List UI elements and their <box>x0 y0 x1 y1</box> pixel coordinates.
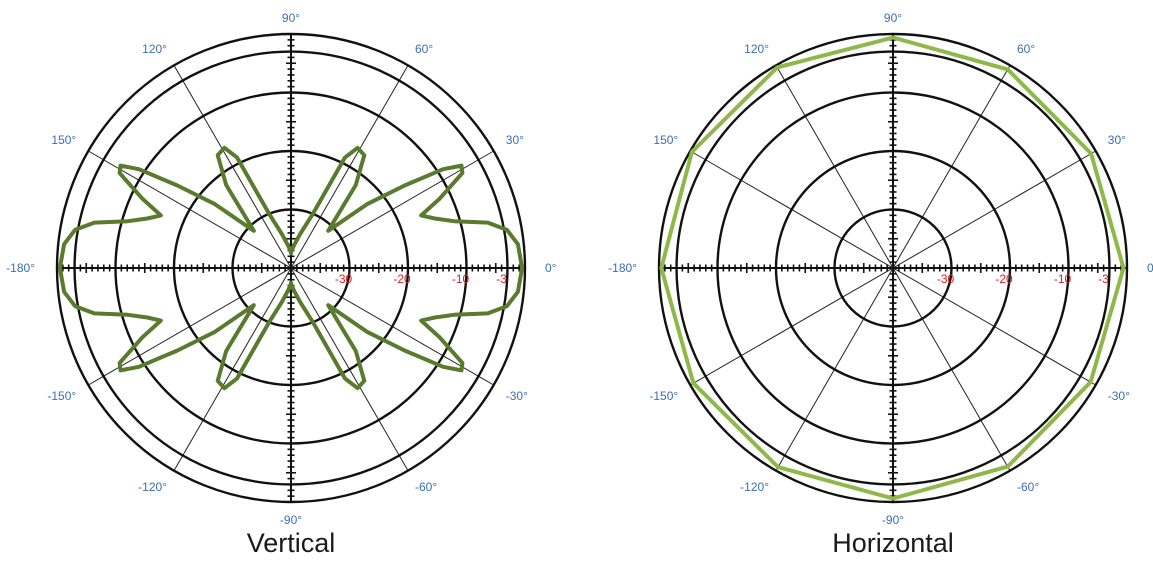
radial-db-label: -30 <box>335 272 353 286</box>
chart-title: Vertical <box>247 528 336 558</box>
angle-tick-label: 90° <box>282 11 300 25</box>
radial-db-label: -20 <box>995 272 1013 286</box>
angle-tick-label: 0° <box>1147 261 1153 275</box>
angle-tick-label: 120° <box>744 42 769 56</box>
horizontal-polar-chart: 0° 30° 60° 90° 120° 150° -180° -150° -120° -90° -6… <box>608 11 1153 558</box>
angle-tick-label: -30° <box>1108 389 1130 403</box>
angle-tick-label: 60° <box>415 42 433 56</box>
radial-db-label: -3 <box>1098 272 1109 286</box>
chart-title: Horizontal <box>832 528 954 558</box>
radial-db-label: -10 <box>1054 272 1072 286</box>
pattern-series-line <box>659 35 1126 501</box>
pattern-series-line <box>57 145 525 391</box>
radial-db-label: -10 <box>452 272 470 286</box>
angle-tick-label: -30° <box>506 389 528 403</box>
angle-tick-label: -90° <box>280 513 302 527</box>
angle-tick-label: -90° <box>882 513 904 527</box>
vertical-polar-chart: 0° 30° 60° 90° 120° 150° -180° -150° -120° -90° -6… <box>6 11 557 558</box>
radial-db-label: -30 <box>937 272 955 286</box>
angle-tick-label: 150° <box>51 133 76 147</box>
angle-tick-label: 150° <box>653 133 678 147</box>
radial-db-label: -3 <box>496 272 507 286</box>
angle-tick-label: -120° <box>740 480 769 494</box>
angle-tick-label: 30° <box>1108 133 1126 147</box>
angle-tick-label: -60° <box>1017 480 1039 494</box>
angle-tick-label: -150° <box>47 389 76 403</box>
angle-tick-label: -120° <box>138 480 167 494</box>
angle-tick-label: 60° <box>1017 42 1035 56</box>
angle-tick-label: 30° <box>506 133 524 147</box>
angle-tick-label: 120° <box>142 42 167 56</box>
angle-tick-label: -180° <box>608 261 637 275</box>
angle-tick-label: 0° <box>545 261 557 275</box>
radial-db-label: -20 <box>393 272 411 286</box>
angle-tick-label: 90° <box>884 11 902 25</box>
angle-tick-label: -180° <box>6 261 35 275</box>
angle-tick-label: -60° <box>415 480 437 494</box>
angle-tick-label: -150° <box>649 389 678 403</box>
